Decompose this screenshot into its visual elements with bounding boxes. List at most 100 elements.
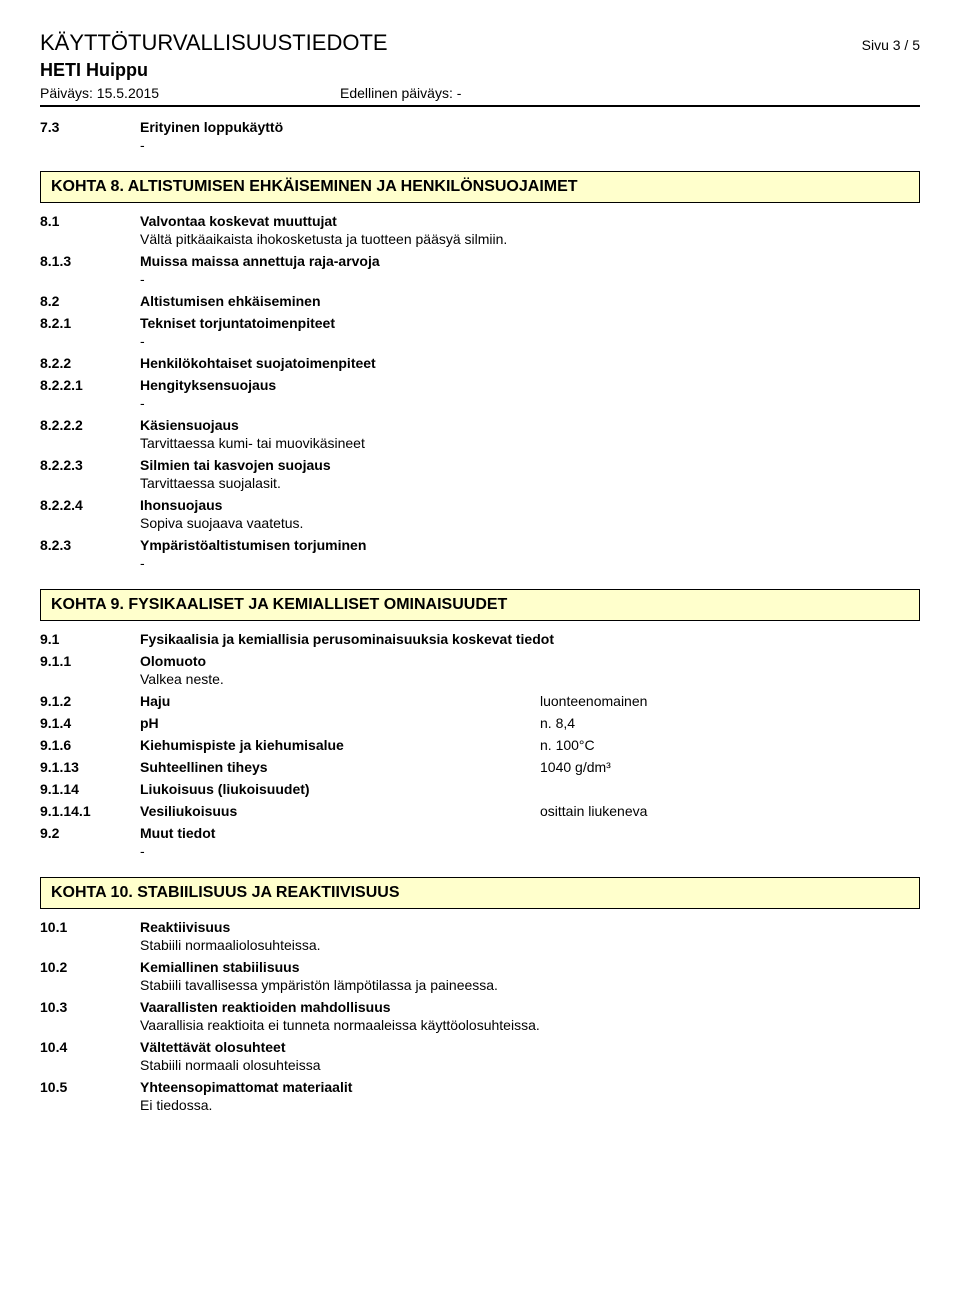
section-text: Sopiva suojaava vaatetus. <box>140 515 920 531</box>
section-number: 9.1.14.1 <box>40 803 140 819</box>
row-8-2-2-1: 8.2.2.1 Hengityksensuojaus <box>40 377 920 393</box>
section-label: Reaktiivisuus <box>140 919 920 935</box>
row-10-3: 10.3 Vaarallisten reaktioiden mahdollisu… <box>40 999 920 1015</box>
section-text: Tarvittaessa kumi- tai muovikäsineet <box>140 435 920 451</box>
section-text: Ei tiedossa. <box>140 1097 920 1113</box>
section-9-header: KOHTA 9. FYSIKAALISET JA KEMIALLISET OMI… <box>40 589 920 621</box>
value-dash: - <box>140 555 920 571</box>
header-rule <box>40 105 920 107</box>
section-label: Liukoisuus (liukoisuudet) <box>140 781 920 797</box>
section-label: Suhteellinen tiheys <box>140 759 540 775</box>
value-dash: - <box>140 137 920 153</box>
section-label: Altistumisen ehkäiseminen <box>140 293 920 309</box>
section-10-header: KOHTA 10. STABIILISUUS JA REAKTIIVISUUS <box>40 877 920 909</box>
section-number: 9.1.14 <box>40 781 140 797</box>
value-dash: - <box>140 333 920 349</box>
section-number: 8.2.2.2 <box>40 417 140 433</box>
row-9-1-14: 9.1.14 Liukoisuus (liukoisuudet) <box>40 781 920 797</box>
section-number: 8.1 <box>40 213 140 229</box>
section-label: Hengityksensuojaus <box>140 377 920 393</box>
section-label: Vältettävät olosuhteet <box>140 1039 920 1055</box>
section-text: Stabiili normaali olosuhteissa <box>140 1057 920 1073</box>
product-name: HETI Huippu <box>40 60 920 81</box>
page-number: Sivu 3 / 5 <box>862 37 920 53</box>
section-text: Valkea neste. <box>140 671 920 687</box>
section-value: 1040 g/dm³ <box>540 759 820 775</box>
section-label: pH <box>140 715 540 731</box>
value-dash: - <box>140 843 920 859</box>
prev-date: Edellinen päiväys: - <box>340 85 461 101</box>
row-9-1-6: 9.1.6 Kiehumispiste ja kiehumisalue n. 1… <box>40 737 920 753</box>
value-dash: - <box>140 395 920 411</box>
section-label: Olomuoto <box>140 653 920 669</box>
section-number: 8.2.2 <box>40 355 140 371</box>
date-line: Päiväys: 15.5.2015 Edellinen päiväys: - <box>40 85 920 101</box>
row-10-1: 10.1 Reaktiivisuus <box>40 919 920 935</box>
section-number: 9.1.13 <box>40 759 140 775</box>
section-number: 8.2 <box>40 293 140 309</box>
row-10-2: 10.2 Kemiallinen stabiilisuus <box>40 959 920 975</box>
section-number: 9.1.4 <box>40 715 140 731</box>
header: KÄYTTÖTURVALLISUUSTIEDOTE Sivu 3 / 5 <box>40 30 920 56</box>
row-7-3: 7.3 Erityinen loppukäyttö <box>40 119 920 135</box>
row-8-1: 8.1 Valvontaa koskevat muuttujat <box>40 213 920 229</box>
row-8-2: 8.2 Altistumisen ehkäiseminen <box>40 293 920 309</box>
row-8-2-1: 8.2.1 Tekniset torjuntatoimenpiteet <box>40 315 920 331</box>
section-number: 8.2.2.3 <box>40 457 140 473</box>
section-number: 8.1.3 <box>40 253 140 269</box>
section-number: 10.3 <box>40 999 140 1015</box>
date: Päiväys: 15.5.2015 <box>40 85 340 101</box>
section-label: Tekniset torjuntatoimenpiteet <box>140 315 920 331</box>
section-label: Valvontaa koskevat muuttujat <box>140 213 920 229</box>
section-text: Vaarallisia reaktioita ei tunneta normaa… <box>140 1017 920 1033</box>
row-8-2-2: 8.2.2 Henkilökohtaiset suojatoimenpiteet <box>40 355 920 371</box>
section-number: 10.4 <box>40 1039 140 1055</box>
section-label: Erityinen loppukäyttö <box>140 119 920 135</box>
section-text: Stabiili normaaliolosuhteissa. <box>140 937 920 953</box>
section-number: 8.2.2.1 <box>40 377 140 393</box>
row-9-1-2: 9.1.2 Haju luonteenomainen <box>40 693 920 709</box>
section-number: 8.2.3 <box>40 537 140 553</box>
row-8-2-2-4: 8.2.2.4 Ihonsuojaus <box>40 497 920 513</box>
value-dash: - <box>140 271 920 287</box>
section-text: Tarvittaessa suojalasit. <box>140 475 920 491</box>
row-10-4: 10.4 Vältettävät olosuhteet <box>40 1039 920 1055</box>
section-label: Ihonsuojaus <box>140 497 920 513</box>
row-9-1-14-1: 9.1.14.1 Vesiliukoisuus osittain liukene… <box>40 803 920 819</box>
section-label: Vaarallisten reaktioiden mahdollisuus <box>140 999 920 1015</box>
row-9-1-1: 9.1.1 Olomuoto <box>40 653 920 669</box>
section-number: 9.2 <box>40 825 140 841</box>
section-label: Muut tiedot <box>140 825 920 841</box>
section-number: 9.1.2 <box>40 693 140 709</box>
section-value: osittain liukeneva <box>540 803 820 819</box>
section-number: 10.1 <box>40 919 140 935</box>
section-label: Fysikaalisia ja kemiallisia perusominais… <box>140 631 920 647</box>
doc-title: KÄYTTÖTURVALLISUUSTIEDOTE <box>40 30 388 56</box>
section-number: 10.5 <box>40 1079 140 1095</box>
row-9-1: 9.1 Fysikaalisia ja kemiallisia perusomi… <box>40 631 920 647</box>
section-label: Ympäristöaltistumisen torjuminen <box>140 537 920 553</box>
section-label: Muissa maissa annettuja raja-arvoja <box>140 253 920 269</box>
row-8-2-3: 8.2.3 Ympäristöaltistumisen torjuminen <box>40 537 920 553</box>
row-8-2-2-2: 8.2.2.2 Käsiensuojaus <box>40 417 920 433</box>
section-label: Henkilökohtaiset suojatoimenpiteet <box>140 355 920 371</box>
section-8-header: KOHTA 8. ALTISTUMISEN EHKÄISEMINEN JA HE… <box>40 171 920 203</box>
section-number: 10.2 <box>40 959 140 975</box>
row-9-1-13: 9.1.13 Suhteellinen tiheys 1040 g/dm³ <box>40 759 920 775</box>
row-8-2-2-3: 8.2.2.3 Silmien tai kasvojen suojaus <box>40 457 920 473</box>
section-number: 9.1.1 <box>40 653 140 669</box>
section-label: Käsiensuojaus <box>140 417 920 433</box>
section-text: Vältä pitkäaikaista ihokosketusta ja tuo… <box>140 231 920 247</box>
row-9-2: 9.2 Muut tiedot <box>40 825 920 841</box>
section-number: 8.2.1 <box>40 315 140 331</box>
section-label: Yhteensopimattomat materiaalit <box>140 1079 920 1095</box>
section-label: Silmien tai kasvojen suojaus <box>140 457 920 473</box>
row-10-5: 10.5 Yhteensopimattomat materiaalit <box>40 1079 920 1095</box>
section-number: 8.2.2.4 <box>40 497 140 513</box>
row-9-1-4: 9.1.4 pH n. 8,4 <box>40 715 920 731</box>
section-label: Haju <box>140 693 540 709</box>
section-text: Stabiili tavallisessa ympäristön lämpöti… <box>140 977 920 993</box>
section-value: n. 100°C <box>540 737 820 753</box>
row-8-1-3: 8.1.3 Muissa maissa annettuja raja-arvoj… <box>40 253 920 269</box>
section-label: Vesiliukoisuus <box>140 803 540 819</box>
